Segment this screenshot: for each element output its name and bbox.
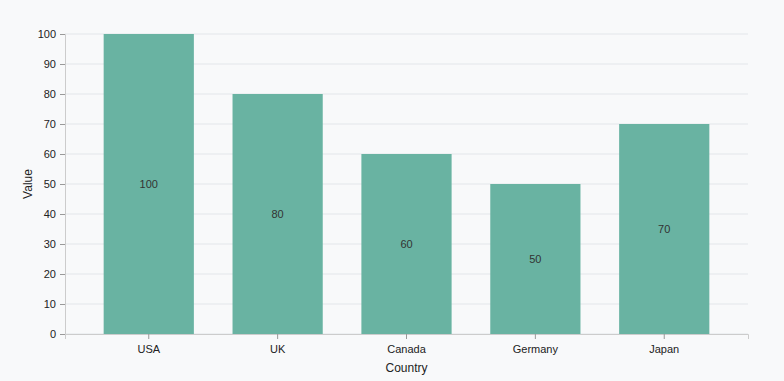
data-label: 50 — [529, 253, 541, 265]
x-tick-label: Japan — [649, 343, 679, 355]
x-tick-label: Germany — [513, 343, 559, 355]
x-axis-title: Country — [385, 361, 427, 375]
y-tick-mark — [60, 304, 65, 305]
y-axis-line — [60, 35, 66, 335]
chart: 100 80 60 50 70 0 10 20 30 40 50 60 70 80 90 100 USA UK Ca… — [0, 0, 784, 381]
x-axis-line — [66, 335, 749, 340]
x-tick-mark — [277, 334, 278, 339]
y-tick: 100 — [38, 28, 65, 40]
x-tick: USA — [137, 334, 160, 355]
y-tick-mark — [60, 274, 65, 275]
y-tick-label: 10 — [44, 298, 56, 310]
bars — [104, 34, 710, 334]
y-tick-label: 80 — [44, 88, 56, 100]
y-axis: 0 10 20 30 40 50 60 70 80 90 100 — [38, 28, 66, 340]
y-tick-mark — [60, 64, 65, 65]
bar — [104, 34, 194, 334]
y-tick-label: 0 — [50, 328, 56, 340]
grid — [65, 34, 748, 334]
y-tick-mark — [60, 334, 65, 335]
bar — [619, 124, 709, 334]
plot: 100 80 60 50 70 0 10 20 30 40 50 60 70 80 90 100 USA UK Ca… — [38, 28, 749, 355]
y-tick-mark — [60, 124, 65, 125]
y-tick-label: 20 — [44, 268, 56, 280]
x-tick-label: Canada — [387, 343, 426, 355]
y-tick: 60 — [44, 148, 65, 160]
y-tick-label: 60 — [44, 148, 56, 160]
y-tick-mark — [60, 94, 65, 95]
y-tick-mark — [60, 184, 65, 185]
y-tick-label: 40 — [44, 208, 56, 220]
bar — [361, 154, 451, 334]
x-tick-label: USA — [137, 343, 160, 355]
y-tick: 50 — [44, 178, 65, 190]
y-tick-mark — [60, 34, 65, 35]
y-tick: 70 — [44, 118, 65, 130]
data-label: 100 — [140, 178, 158, 190]
x-tick: Germany — [513, 334, 559, 355]
x-tick: Canada — [387, 334, 426, 355]
y-tick-label: 100 — [38, 28, 56, 40]
y-tick: 0 — [50, 328, 65, 340]
y-axis-title: Value — [21, 169, 35, 199]
y-tick-label: 30 — [44, 238, 56, 250]
y-tick: 80 — [44, 88, 65, 100]
x-tick-mark — [148, 334, 149, 339]
y-tick: 20 — [44, 268, 65, 280]
y-tick: 10 — [44, 298, 65, 310]
y-tick-label: 90 — [44, 58, 56, 70]
data-label: 60 — [400, 238, 412, 250]
bar — [490, 184, 580, 334]
y-tick: 40 — [44, 208, 65, 220]
y-tick-mark — [60, 214, 65, 215]
data-label: 80 — [272, 208, 284, 220]
y-tick: 30 — [44, 238, 65, 250]
x-tick-mark — [664, 334, 665, 339]
y-tick: 90 — [44, 58, 65, 70]
y-tick-mark — [60, 244, 65, 245]
data-label: 70 — [658, 223, 670, 235]
x-tick-mark — [535, 334, 536, 339]
data-labels: 100 80 60 50 70 — [140, 178, 671, 265]
y-tick-label: 70 — [44, 118, 56, 130]
x-tick-mark — [406, 334, 407, 339]
x-tick-label: UK — [270, 343, 286, 355]
y-tick-mark — [60, 154, 65, 155]
x-tick: UK — [270, 334, 286, 355]
x-axis: USA UK Canada Germany Japan — [66, 334, 749, 355]
x-tick: Japan — [649, 334, 679, 355]
y-tick-label: 50 — [44, 178, 56, 190]
bar — [233, 94, 323, 334]
